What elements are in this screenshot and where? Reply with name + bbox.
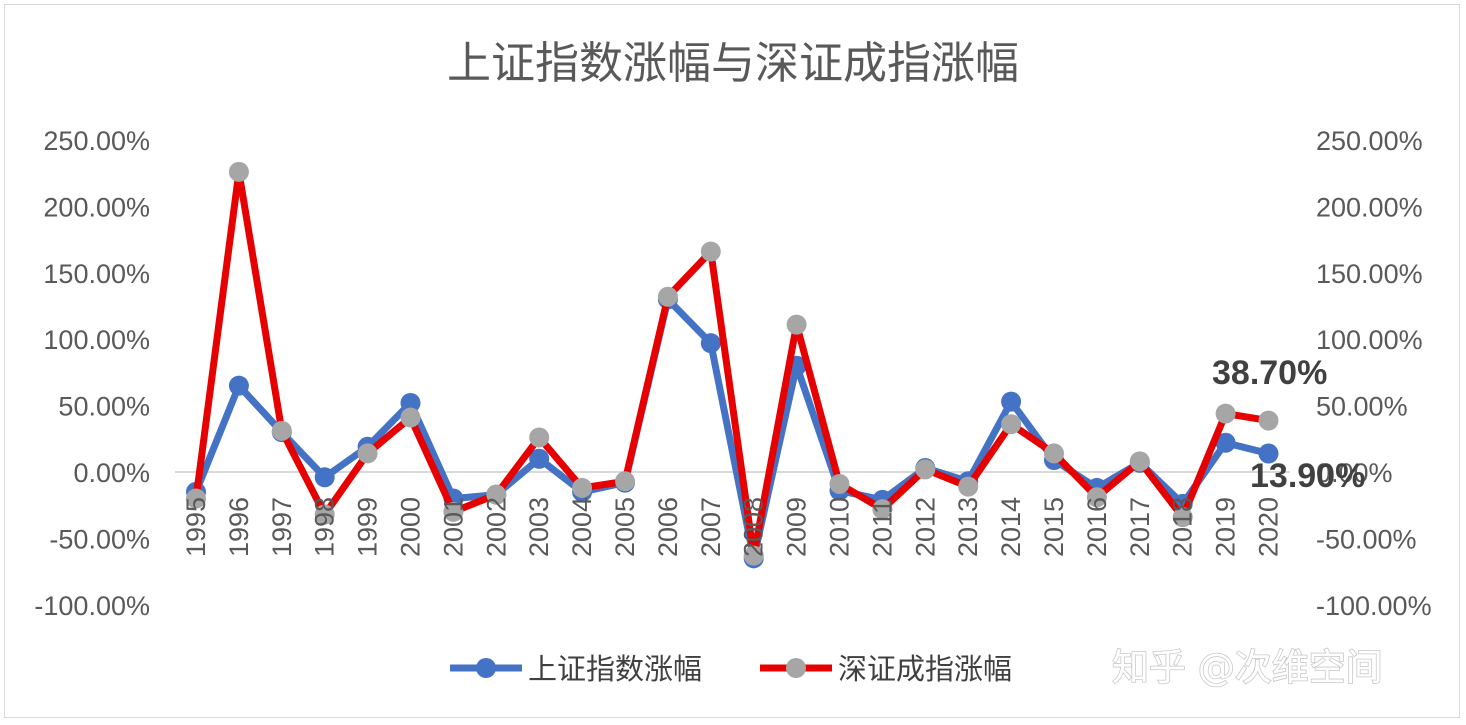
data-point-sz	[915, 459, 936, 480]
legend-label-sz: 深证成指涨幅	[838, 652, 1012, 686]
data-point-sz	[615, 471, 635, 492]
data-point-sh	[400, 392, 421, 413]
data-point-sz	[1086, 487, 1107, 508]
data-point-sh	[228, 375, 249, 396]
data-point-sh	[529, 448, 550, 469]
watermark: 知乎 @次维空间	[1112, 646, 1383, 689]
y-left-tick-label: 250.00%	[43, 126, 150, 156]
data-label-sz-2020: 38.70%	[1212, 354, 1327, 392]
y-right-tick-label: -50.00%	[1316, 524, 1417, 554]
data-point-sz	[529, 427, 550, 448]
x-tick-label: 2001	[438, 497, 468, 557]
data-point-sz	[443, 501, 464, 522]
x-tick-label: 1998	[310, 497, 340, 557]
x-tick-label: 2010	[825, 497, 855, 557]
legend-marker-sz	[786, 658, 806, 678]
x-tick-label: 2017	[1125, 497, 1155, 557]
x-tick-label: 2008	[739, 497, 769, 557]
x-tick-label: 2014	[996, 497, 1026, 557]
x-tick-label: 1997	[267, 497, 297, 557]
y-left-tick-label: 200.00%	[43, 192, 150, 222]
x-tick-label: 2006	[653, 497, 683, 557]
y-right-tick-label: 150.00%	[1316, 259, 1423, 289]
data-point-sz	[700, 241, 721, 262]
y-left-tick-label: 50.00%	[58, 392, 150, 422]
y-right-tick-label: 250.00%	[1316, 126, 1423, 156]
x-tick-label: 2007	[696, 497, 726, 557]
x-tick-label: 2003	[524, 497, 554, 557]
data-point-sz	[1172, 507, 1193, 528]
x-tick-label: 2002	[481, 497, 511, 557]
x-tick-label: 2018	[1168, 497, 1198, 557]
chart-frame	[4, 4, 1460, 718]
data-point-sh	[314, 467, 335, 488]
x-tick-label: 2009	[782, 497, 812, 557]
data-point-sz	[829, 473, 850, 494]
y-left-tick-label: 0.00%	[73, 458, 150, 488]
x-tick-label: 2012	[910, 497, 940, 557]
data-point-sz	[743, 545, 764, 566]
x-tick-label: 2000	[396, 497, 426, 557]
y-left-tick-label: -50.00%	[49, 524, 150, 554]
data-point-sz	[486, 484, 507, 505]
x-tick-label: 1996	[224, 497, 254, 557]
data-point-sh	[700, 333, 721, 354]
data-point-sh	[1215, 432, 1236, 453]
x-tick-label: 2013	[953, 497, 983, 557]
data-point-sz	[400, 407, 421, 428]
data-point-sh	[1001, 391, 1022, 412]
y-right-tick-label: -100.00%	[1316, 591, 1432, 621]
data-point-sz	[1044, 443, 1064, 464]
data-point-sz	[872, 499, 893, 520]
y-right-tick-label: 100.00%	[1316, 325, 1423, 355]
data-point-sz	[186, 488, 206, 509]
y-left-tick-label: -100.00%	[34, 591, 150, 621]
data-point-sz	[1215, 403, 1236, 424]
data-point-sz	[1129, 451, 1150, 472]
x-tick-label: 2004	[567, 497, 597, 557]
y-right-tick-label: 200.00%	[1316, 192, 1423, 222]
data-point-sz	[1258, 410, 1279, 431]
chart-title: 上证指数涨幅与深证成指涨幅	[447, 38, 1019, 89]
data-point-sz	[657, 286, 678, 307]
data-point-sz	[314, 504, 335, 525]
data-point-sz	[572, 477, 593, 498]
x-tick-label: 2020	[1254, 497, 1284, 557]
x-tick-label: 2005	[610, 497, 640, 557]
data-point-sh	[1258, 443, 1279, 464]
data-label-sh-2020: 13.90%	[1250, 457, 1365, 495]
x-tick-label: 2019	[1211, 497, 1241, 557]
x-tick-label: 1995	[181, 497, 211, 557]
data-point-sz	[958, 476, 979, 497]
x-tick-label: 2015	[1039, 497, 1069, 557]
x-tick-label: 2016	[1082, 497, 1112, 557]
data-point-sz	[786, 314, 807, 335]
y-left-tick-label: 100.00%	[43, 325, 150, 355]
legend-label-sh: 上证指数涨幅	[528, 652, 702, 686]
x-tick-label: 1999	[353, 497, 383, 557]
x-tick-label: 2011	[867, 499, 897, 557]
data-point-sz	[357, 443, 378, 464]
y-right-tick-label: 0.00%	[1316, 458, 1393, 488]
data-point-sz	[1001, 414, 1022, 435]
y-right-tick-label: 50.00%	[1316, 392, 1408, 422]
y-left-tick-label: 150.00%	[43, 259, 150, 289]
data-point-sz	[271, 420, 292, 441]
legend-marker-sh	[476, 658, 496, 678]
data-point-sz	[228, 161, 249, 182]
